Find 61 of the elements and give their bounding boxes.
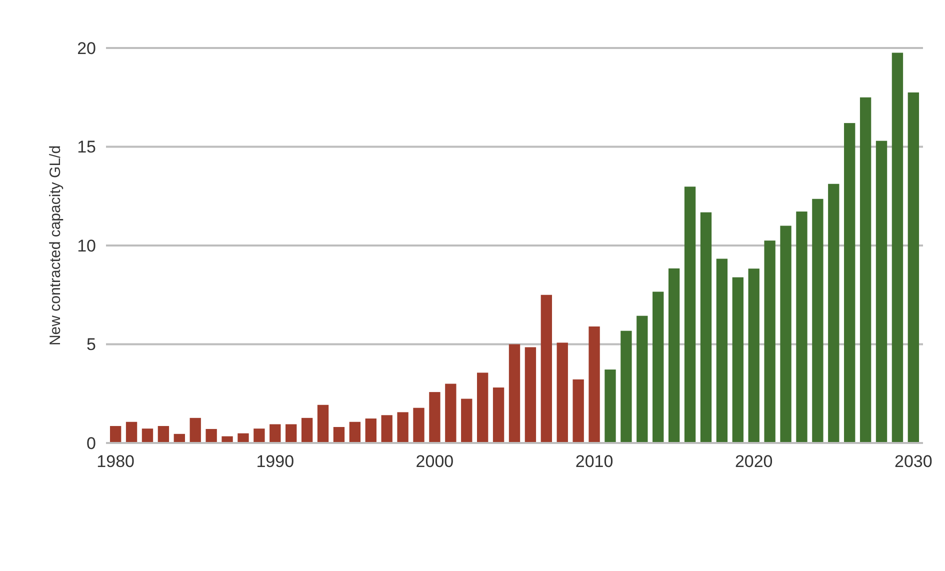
y-tick-label: 0	[86, 434, 96, 453]
bar	[668, 268, 680, 443]
bar	[620, 330, 632, 443]
bar	[764, 240, 776, 443]
bar	[636, 316, 648, 443]
bar	[828, 184, 840, 443]
bar	[732, 277, 744, 443]
y-tick-label: 5	[86, 335, 96, 354]
bar	[206, 428, 217, 443]
bar	[700, 212, 712, 443]
y-tick-label: 10	[77, 236, 96, 256]
bar	[126, 422, 138, 443]
bar	[445, 384, 456, 443]
bar	[652, 292, 664, 443]
bar	[477, 372, 488, 443]
bar	[142, 428, 154, 443]
bar	[429, 392, 440, 443]
bar	[844, 123, 856, 443]
bar	[812, 198, 824, 443]
bar	[908, 92, 920, 443]
bar	[572, 379, 584, 443]
bar	[892, 52, 904, 443]
bar	[158, 426, 170, 443]
bar	[748, 268, 760, 443]
bar	[524, 347, 536, 443]
x-tick-label: 2000	[416, 452, 454, 471]
bar	[716, 258, 728, 443]
bar	[381, 415, 392, 443]
bar	[397, 412, 408, 443]
bar	[492, 388, 504, 443]
x-tick-label: 1980	[96, 452, 134, 471]
bar	[254, 428, 265, 443]
bar	[860, 97, 872, 443]
bar	[365, 418, 376, 443]
x-tick-label: 2010	[575, 452, 614, 471]
x-tick-label: 2030	[894, 452, 932, 471]
bar	[301, 418, 313, 443]
y-tick-label: 15	[77, 138, 96, 157]
bar	[684, 186, 696, 443]
bar	[556, 342, 568, 443]
bar	[349, 422, 361, 443]
bar	[333, 427, 345, 443]
bar	[604, 370, 616, 443]
bar	[796, 212, 808, 443]
x-tick-label: 1990	[256, 452, 294, 471]
x-tick-label: 2020	[734, 452, 773, 471]
bar	[286, 424, 297, 443]
bar	[413, 408, 424, 443]
y-tick-label: 20	[77, 38, 96, 58]
bar	[540, 294, 552, 443]
bar	[317, 404, 329, 443]
bar	[110, 426, 122, 443]
bar	[238, 433, 249, 443]
bar	[270, 424, 281, 443]
bar	[508, 344, 520, 443]
bar	[190, 418, 201, 443]
y-axis-title: New contracted capacity GL/d	[47, 145, 64, 346]
bar	[780, 226, 792, 443]
bar	[461, 398, 472, 443]
bar	[876, 140, 888, 443]
bar	[588, 326, 600, 443]
